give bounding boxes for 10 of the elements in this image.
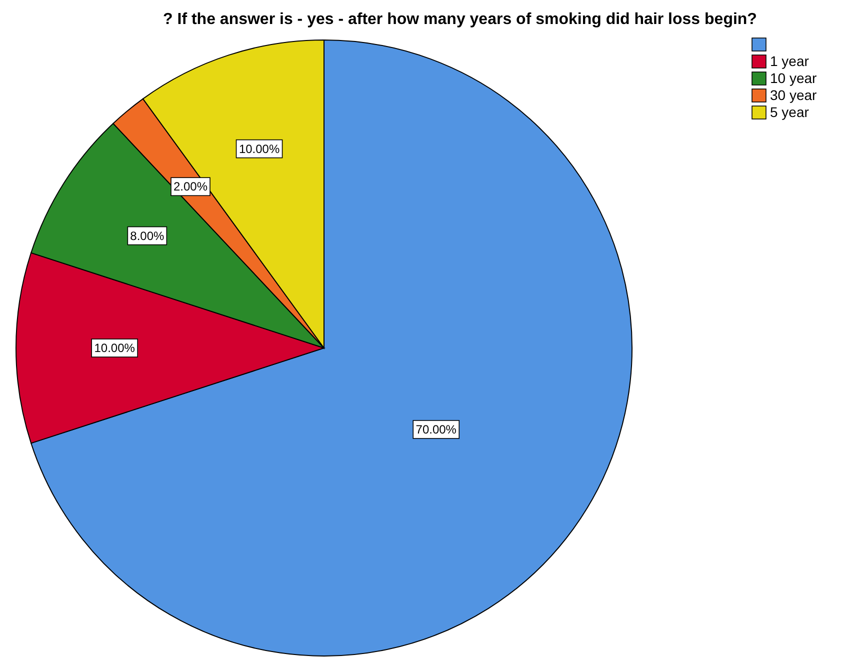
data-label: 10.00%	[238, 142, 280, 156]
data-label: 2.00%	[173, 180, 208, 194]
legend-label: 10 year	[770, 70, 818, 86]
legend-label: 5 year	[770, 104, 810, 120]
legend-label: 30 year	[770, 87, 818, 103]
legend-label: 1 year	[770, 53, 810, 69]
data-label: 70.00%	[416, 422, 457, 436]
data-label: 10.00%	[94, 341, 136, 355]
data-label: 8.00%	[130, 228, 165, 243]
chart-title: ? If the answer is - yes - after how many years of smoking did hair loss begin?	[163, 11, 757, 28]
